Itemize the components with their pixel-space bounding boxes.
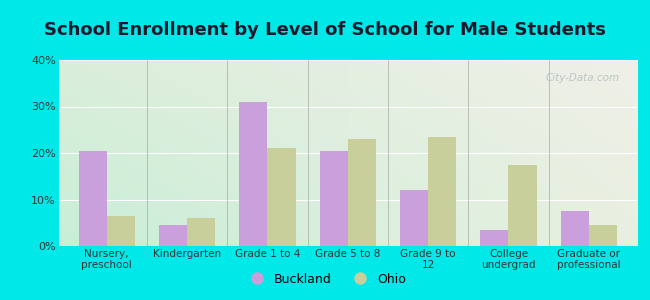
Bar bbox=[561, 211, 589, 246]
Legend: Buckland, Ohio: Buckland, Ohio bbox=[239, 268, 411, 291]
Bar bbox=[187, 218, 215, 246]
Bar bbox=[480, 230, 508, 246]
Bar bbox=[267, 148, 296, 246]
Bar bbox=[239, 102, 267, 246]
Text: City-Data.com: City-Data.com bbox=[545, 73, 619, 83]
Bar bbox=[400, 190, 428, 246]
Bar bbox=[589, 225, 617, 246]
Bar bbox=[79, 151, 107, 246]
Bar bbox=[107, 216, 135, 246]
Bar bbox=[320, 151, 348, 246]
Text: School Enrollment by Level of School for Male Students: School Enrollment by Level of School for… bbox=[44, 21, 606, 39]
Bar bbox=[348, 139, 376, 246]
Bar bbox=[508, 165, 536, 246]
Bar bbox=[159, 225, 187, 246]
Bar bbox=[428, 137, 456, 246]
